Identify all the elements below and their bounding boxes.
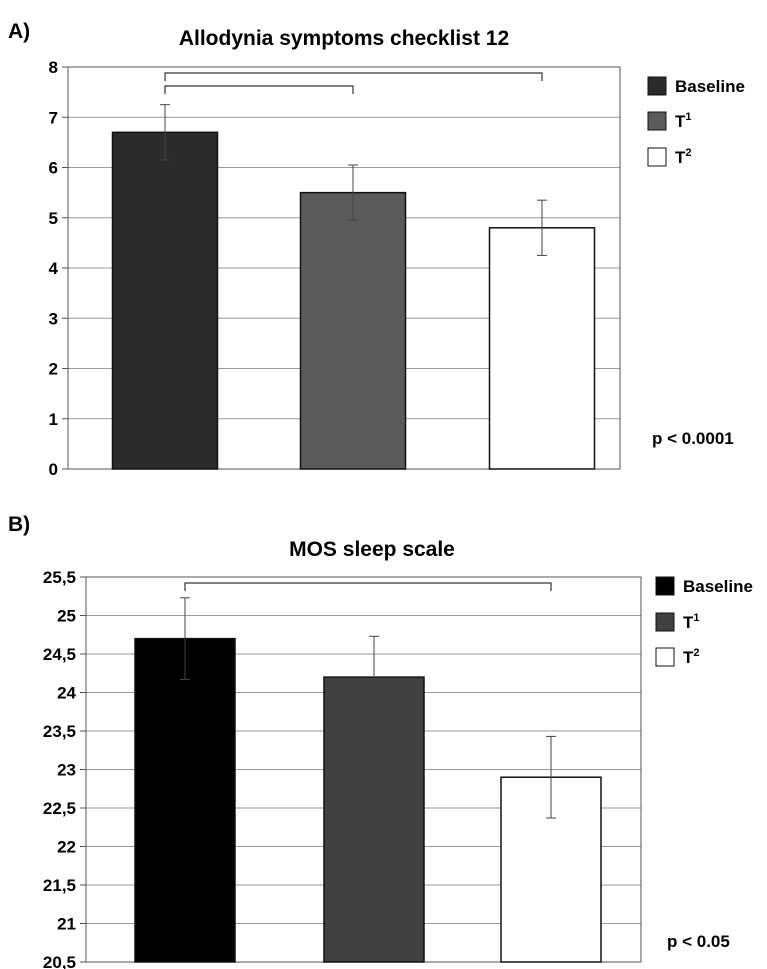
y-tick-label: 5 [49,209,58,228]
legend-superscript: 1 [685,111,691,123]
y-tick-label: 25 [57,607,76,626]
bar-2 [323,676,425,963]
chart-b-svg: B) MOS sleep scale 20,52121,52222,52323,… [8,513,753,969]
legend-label-2: T1 [675,111,692,131]
chart-a-plot: 0 1 2 3 4 5 6 7 8 Baseline T1 T2 p < 0.0001 [49,58,745,479]
legend-swatch-3 [655,647,675,667]
legend-swatch-3 [647,147,667,167]
y-tick-label: 6 [49,159,58,178]
y-tick-label: 21,5 [43,876,76,895]
p-value-annotation: p < 0.0001 [652,429,734,448]
chart-a-title: Allodynia symptoms checklist 12 [179,27,509,50]
y-tick-label: 21 [57,915,76,934]
y-tick-label: 25,5 [43,568,76,587]
legend-swatch-2 [655,612,675,632]
bar-2 [299,191,407,470]
significance-bracket [184,582,552,591]
bar-1 [111,131,219,470]
significance-bracket [164,72,543,81]
legend-label-2: T1 [683,612,700,632]
y-tick-label: 3 [49,309,58,328]
y-tick-label: 1 [49,410,58,429]
y-tick-label: 24 [57,684,76,703]
legend-label-3: T2 [675,147,692,167]
panel-a-label: A) [8,20,30,43]
y-tick-label: 24,5 [43,645,76,664]
bar-1 [134,637,236,963]
y-tick-label: 2 [49,360,58,379]
panel-b: B) MOS sleep scale 20,5 21 21,5 22 22,5 23 23,… [0,485,767,969]
y-tick-label: 23,5 [43,722,76,741]
y-tick-label: 22 [57,838,76,857]
y-tick-label: 23 [57,761,76,780]
significance-bracket [164,85,354,94]
legend-swatch-1 [655,576,675,596]
y-tick-label: 4 [49,259,59,278]
legend-swatch-2 [647,111,667,131]
legend-superscript: 1 [693,612,699,624]
p-value-annotation: p < 0.05 [667,932,730,951]
legend-label-1: Baseline [675,77,745,96]
y-tick-label: 8 [49,58,58,77]
y-tick-label: 20,5 [43,953,76,969]
panel-b-label: B) [8,513,30,536]
panel-a: A) Allodynia symptoms checklist 12 0 1 2 3 4… [0,0,767,480]
y-tick-label: 0 [49,460,58,479]
legend-superscript: 2 [693,647,699,659]
legend-superscript: 2 [685,147,691,159]
legend-swatch-1 [647,76,667,96]
y-tick-label: 7 [49,108,58,127]
y-tick-label: 22,5 [43,799,76,818]
chart-b-title: MOS sleep scale [289,538,455,561]
legend-label-3: T2 [683,647,700,667]
chart-a-svg: A) Allodynia symptoms checklist 12 0 1 2 3 4… [8,20,745,479]
legend-label-1: Baseline [683,577,753,596]
bar-3 [488,227,596,470]
